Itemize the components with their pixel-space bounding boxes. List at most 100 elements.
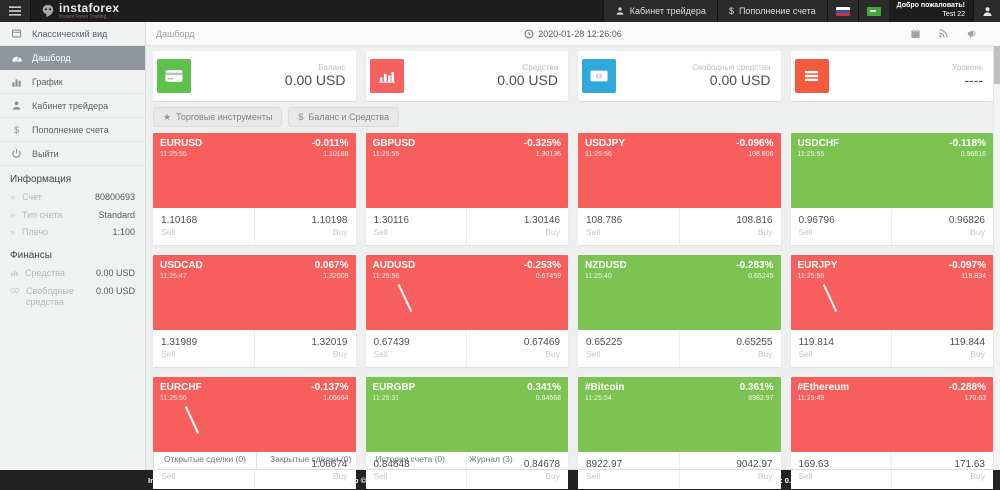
buy-button[interactable]: 171.63 Buy [891,452,993,489]
person-icon [615,6,625,16]
instrument-tile: AUDUSD 11:25:56 -0.253% 0.67459 0.67439 … [365,255,568,367]
quote-time: 11:25:56 [585,151,612,158]
rss-icon[interactable] [938,28,949,39]
buy-button[interactable]: 1.10198 Buy [253,208,356,245]
sell-button[interactable]: 8922.97 Sell [578,452,679,489]
sidebar-item-classic-view[interactable]: Классический вид [0,22,145,46]
language-russian-button[interactable] [826,0,858,22]
sidebar-item-logout[interactable]: Выйти [0,142,145,166]
instrument-quote-panel[interactable]: GBPUSD 11:25:55 -0.325% 1.30136 [365,133,568,208]
power-icon [10,148,23,159]
finance-row-equity: Средства 0.00 USD [0,265,145,283]
instrument-quote-panel[interactable]: USDCHF 11:25:55 -0.118% 0.96816 [790,133,993,208]
welcome-block: Добро пожаловать! Test 22 [888,0,973,22]
bar-chart-icon [369,59,404,93]
balance-and-funds-button[interactable]: $ Баланс и Средства [288,107,399,127]
last-price: 0.65245 [748,273,774,280]
sell-label: Sell [161,349,176,360]
change-percent: -0.011% [311,138,349,149]
sell-button[interactable]: 1.30116 Sell [366,208,467,245]
instrument-symbol: USDJPY [585,138,626,149]
instrument-symbol: EURJPY [797,260,838,271]
sidebar-item-label: Кабинет трейдера [32,100,109,111]
buy-button[interactable]: 1.06674 Buy [253,452,356,489]
list-icon [794,59,829,93]
instrument-quote-panel[interactable]: EURUSD 11:25:55 -0.011% 1.10188 [153,133,356,208]
bottom-tabs: Открытые сделки (0) Закрытые сделки (0) … [146,449,1000,470]
last-price: 1.30136 [535,151,561,158]
tab-journal[interactable]: Журнал (3) [468,454,513,464]
sell-button[interactable]: 0.65225 Sell [578,330,679,367]
instrument-quote-panel[interactable]: #Ethereum 11:25:49 -0.288% 170.63 [790,377,993,452]
change-percent: -0.137% [311,382,349,393]
instrument-quote-panel[interactable]: #Bitcoin 11:25:54 0.361% 8982.97 [578,377,781,452]
tab-closed-trades[interactable]: Закрытые сделки (0) [269,454,352,464]
instrument-symbol: EURUSD [160,138,203,149]
instrument-quote-panel[interactable]: EURGBP 11:25:31 0.341% 0.84668 [365,377,568,452]
change-percent: 0.067% [314,260,349,271]
calendar-icon[interactable] [910,28,921,39]
change-percent: -0.288% [948,382,986,393]
instrument-quote-panel[interactable]: NZDUSD 11:25:40 -0.283% 0.65245 [578,255,781,330]
mini-chart-icon [10,268,19,277]
change-percent: -0.097% [948,260,986,271]
sell-button[interactable]: 0.67439 Sell [366,330,467,367]
sell-button[interactable]: 119.814 Sell [791,330,892,367]
buy-button[interactable]: 119.844 Buy [891,330,993,367]
buy-button[interactable]: 1.30146 Buy [466,208,568,245]
buy-label: Buy [970,471,985,482]
sell-price: 119.814 [798,336,834,348]
instrument-quote-panel[interactable]: AUDUSD 11:25:56 -0.253% 0.67459 [365,255,568,330]
sidebar-toggle-button[interactable] [0,0,31,22]
sell-button[interactable]: 108.786 Sell [578,208,679,245]
sidebar-item-trader-cabinet[interactable]: Кабинет трейдера [0,94,145,118]
info-row-account-type: Тип счета Standard [0,207,145,225]
scrollbar-thumb[interactable] [994,46,1000,84]
buy-button[interactable]: 0.67469 Buy [466,330,568,367]
sell-button[interactable]: 0.84648 Sell [366,452,467,489]
trader-cabinet-button[interactable]: Кабинет трейдера [602,0,717,22]
instrument-tile: EURCHF 11:25:56 -0.137% 1.06664 1.06644 … [153,377,356,489]
instrument-quote-panel[interactable]: EURJPY 11:25:56 -0.097% 119.834 [790,255,993,330]
sell-button[interactable]: 0.96796 Sell [791,208,892,245]
vertical-scrollbar[interactable] [993,45,1000,470]
instrument-quote-panel[interactable]: USDCAD 11:25:47 0.067% 1.32009 [153,255,356,330]
dollar-icon: $ [728,6,734,16]
instrument-quote-panel[interactable]: USDJPY 11:25:56 -0.096% 108.806 [578,133,781,208]
tab-open-trades[interactable]: Открытые сделки (0) [153,449,257,469]
bar-chart-icon [10,76,23,87]
instrument-quote-panel[interactable]: EURCHF 11:25:56 -0.137% 1.06664 [153,377,356,452]
button-label: Торговые инструменты [176,112,273,122]
trading-instruments-button[interactable]: ★ Торговые инструменты [153,107,283,127]
credit-card-icon [157,59,191,93]
buy-button[interactable]: 108.816 Buy [678,208,781,245]
sidebar-item-dashboard[interactable]: Дашборд [0,46,145,70]
sell-label: Sell [373,349,388,360]
sidebar-item-deposit[interactable]: $ Пополнение счета [0,118,145,142]
buy-button[interactable]: 1.32019 Buy [253,330,356,367]
tab-account-history[interactable]: История счета (0) [375,454,445,464]
buy-button[interactable]: 0.65255 Buy [678,330,781,367]
buy-price: 9042.97 [736,458,773,470]
quote-time: 11:25:47 [160,273,187,280]
quote-time: 11:25:55 [797,151,825,158]
instrument-symbol: USDCAD [160,260,203,271]
sell-button[interactable]: 1.10168 Sell [153,208,254,245]
finance-value: 0.00 USD [95,285,135,296]
info-label: Тип счета [22,209,63,220]
buy-button[interactable]: 0.96826 Buy [891,208,993,245]
instaforex-logo[interactable]: instaforex Instant Forex Trading [31,0,129,22]
user-avatar-button[interactable] [973,0,1000,22]
sell-label: Sell [586,471,601,482]
sell-button[interactable]: 1.31989 Sell [153,330,254,367]
sidebar-item-chart[interactable]: График [0,70,145,94]
buy-button[interactable]: 0.84678 Buy [466,452,568,489]
dollar-icon: $ [13,124,19,135]
deposit-button[interactable]: $ Пополнение счета [716,0,827,22]
sell-label: Sell [373,471,388,482]
language-alt-button[interactable] [857,0,889,22]
sell-button[interactable]: 169.63 Sell [791,452,892,489]
megaphone-icon[interactable] [966,28,978,39]
buy-button[interactable]: 9042.97 Buy [678,452,781,489]
